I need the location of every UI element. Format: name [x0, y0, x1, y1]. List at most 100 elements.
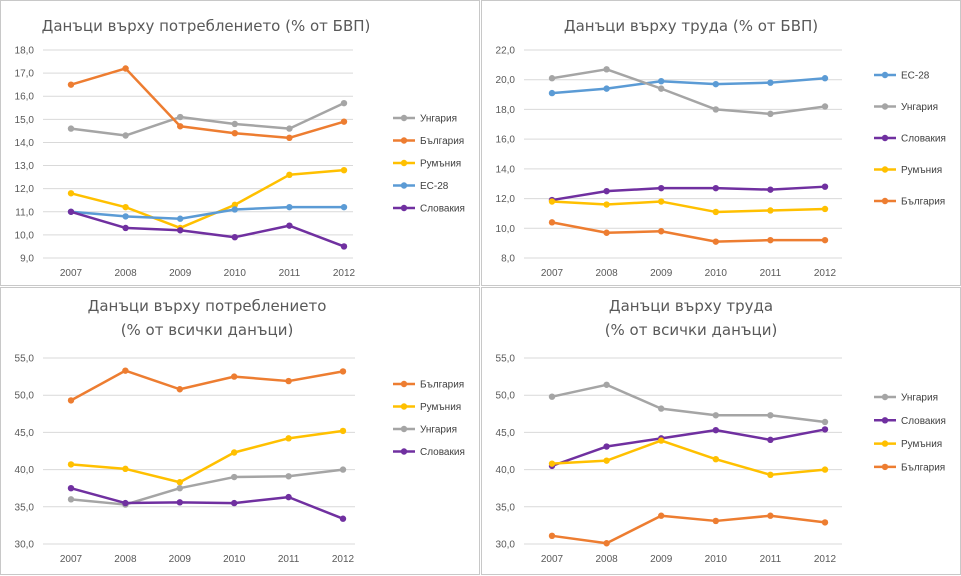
legend-swatch-marker: [881, 197, 889, 205]
y-tick-label: 55,0: [496, 354, 516, 365]
legend-label: Румъния: [901, 165, 942, 176]
legend-item: България: [874, 462, 945, 473]
x-tick-label: 2011: [760, 268, 782, 279]
data-point: [285, 473, 292, 480]
legend-swatch-marker: [881, 463, 889, 471]
x-tick-label: 2010: [223, 554, 246, 565]
legend-label: Унгария: [901, 393, 938, 404]
legend-label: България: [901, 197, 945, 208]
data-point: [231, 449, 238, 456]
x-tick-label: 2008: [595, 268, 618, 279]
data-point: [767, 186, 774, 193]
data-point: [767, 207, 774, 214]
legend-label: Унгария: [901, 102, 938, 113]
data-point: [712, 184, 719, 192]
data-point: [548, 219, 556, 226]
y-tick-label: 20,0: [496, 75, 516, 86]
data-point: [658, 228, 665, 235]
data-point: [67, 485, 75, 492]
chart-panel-labour-gdp: Данъци върху труда (% от БВП) 8,0 10,0 12,0…: [481, 0, 961, 286]
series-line-2: [550, 439, 827, 477]
data-point: [231, 120, 238, 128]
series-line-4: [69, 210, 346, 248]
data-point: [712, 80, 719, 88]
series-line-3: [550, 200, 827, 214]
legend-swatch-marker: [881, 103, 889, 110]
data-point: [603, 187, 610, 195]
data-point: [122, 203, 129, 211]
data-point: [340, 243, 348, 250]
data-point: [340, 166, 348, 174]
y-tick-label: 16,0: [496, 135, 516, 146]
data-point: [548, 460, 556, 467]
data-point: [122, 213, 129, 220]
data-point: [285, 377, 292, 385]
data-point: [603, 201, 610, 208]
x-tick-label: 2008: [114, 268, 137, 279]
x-tick-label: 2012: [814, 554, 837, 565]
legend-item: България: [393, 136, 464, 147]
series-line-0: [69, 101, 346, 137]
data-point: [339, 368, 347, 375]
x-tick-label: 2009: [169, 268, 192, 279]
series-line-1: [69, 429, 345, 484]
series-line-3: [69, 486, 345, 520]
legend-label: Словакия: [901, 134, 946, 145]
legend-swatch-marker: [400, 403, 408, 410]
data-point: [548, 198, 556, 205]
y-tick-label: 10,0: [496, 224, 516, 235]
chart-title: Данъци върху труда (% от БВП): [564, 17, 818, 35]
data-point: [548, 89, 556, 97]
legend-label: България: [420, 380, 464, 391]
legend-swatch-marker: [881, 134, 889, 142]
legend-swatch-marker: [400, 159, 408, 167]
y-tick-label: 55,0: [15, 354, 35, 365]
y-tick-label: 30,0: [496, 540, 516, 551]
data-point: [821, 426, 829, 433]
legend-swatch-marker: [881, 71, 889, 79]
data-point: [286, 203, 293, 211]
data-point: [712, 106, 719, 113]
data-point: [658, 405, 665, 412]
x-tick-label: 2010: [705, 268, 728, 279]
data-point: [286, 134, 293, 142]
legend-item: Унгария: [393, 114, 457, 125]
data-point: [340, 99, 348, 107]
y-tick-label: 16,0: [15, 92, 35, 103]
legend-item: Словакия: [393, 447, 465, 458]
chart-title: (% от всички данъци): [121, 321, 294, 339]
data-point: [821, 418, 829, 426]
x-tick-label: 2008: [595, 554, 618, 565]
legend-item: България: [393, 380, 464, 391]
legend-item: Румъния: [874, 165, 942, 176]
data-point: [122, 224, 129, 232]
data-point: [712, 238, 719, 245]
data-point: [67, 190, 75, 197]
y-tick-label: 22,0: [496, 46, 516, 57]
data-point: [67, 397, 75, 404]
x-tick-label: 2011: [760, 554, 782, 565]
x-tick-label: 2007: [541, 554, 564, 565]
data-point: [658, 437, 665, 444]
data-point: [712, 208, 719, 216]
data-point: [285, 435, 292, 442]
legend-label: Унгария: [420, 114, 457, 125]
chart-panel-labour-taxes: Данъци върху труда (% от всички данъци) 30…: [481, 287, 961, 575]
data-point: [603, 381, 610, 388]
y-tick-label: 11,0: [15, 207, 34, 218]
data-point: [712, 426, 719, 434]
data-point: [231, 499, 238, 507]
data-point: [286, 222, 293, 229]
x-tick-label: 2007: [60, 554, 83, 565]
x-tick-label: 2009: [650, 554, 673, 565]
y-tick-label: 12,0: [496, 194, 516, 205]
legend-swatch-marker: [400, 425, 408, 433]
chart-panel-consumption-gdp: Данъци върху потреблението (% от БВП) 9,0…: [0, 0, 480, 286]
chart-svg: Данъци върху потреблението (% от БВП) 9,0…: [15, 17, 465, 279]
x-tick-label: 2011: [278, 554, 300, 565]
legend-label: България: [420, 136, 464, 147]
legend-swatch-marker: [400, 182, 408, 189]
data-point: [658, 198, 665, 205]
legend-swatch-marker: [400, 204, 408, 212]
legend-label: Румъния: [901, 439, 942, 450]
